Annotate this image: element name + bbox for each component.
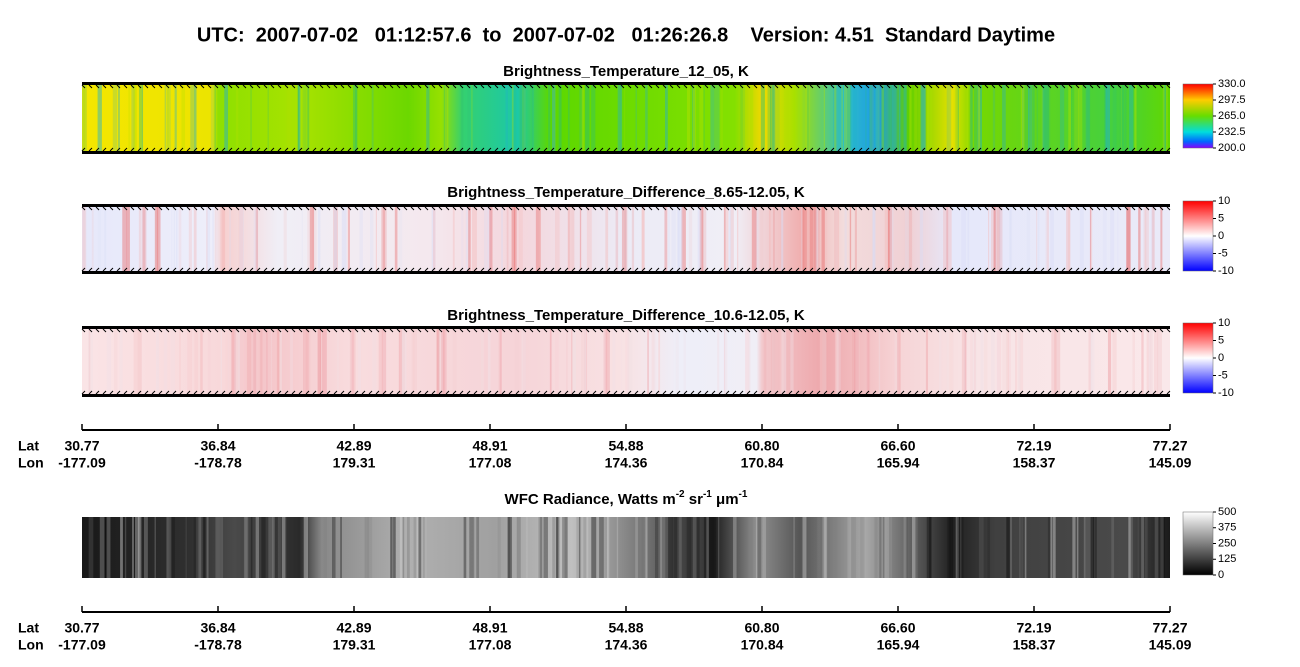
lon-value: 174.36	[605, 637, 648, 653]
colorbar-label: 0	[1218, 230, 1224, 242]
lat-value: 42.89	[336, 438, 371, 454]
lon-value: -177.09	[58, 637, 106, 653]
strip-border	[82, 82, 1170, 85]
image-strip	[82, 84, 1170, 152]
colorbar-label: 0	[1218, 352, 1224, 364]
lon-value: 158.37	[1013, 637, 1056, 653]
strip-border	[82, 326, 1170, 329]
lon-value: 145.09	[1149, 637, 1192, 653]
panel-title: Brightness_Temperature_Difference_8.65-1…	[447, 184, 805, 201]
lat-value: 36.84	[200, 620, 235, 636]
lon-value: -178.78	[194, 637, 242, 653]
colorbar-label: -10	[1218, 387, 1234, 399]
title-part: μm	[712, 491, 739, 508]
lon-value: 177.08	[469, 637, 512, 653]
lat-value: 66.60	[880, 620, 915, 636]
lat-value: 60.80	[744, 620, 779, 636]
lon-value: 177.08	[469, 455, 512, 471]
strip-border	[82, 204, 1170, 207]
lat-value: 42.89	[336, 620, 371, 636]
title-part: -1	[703, 489, 712, 500]
strip-border	[82, 151, 1170, 154]
colorbar	[1182, 83, 1214, 149]
lat-value: 77.27	[1152, 620, 1187, 636]
colorbar	[1182, 200, 1214, 272]
colorbar-label: 200.0	[1218, 142, 1246, 154]
strip-border	[82, 394, 1170, 397]
title-part: sr	[685, 491, 704, 508]
lon-value: 170.84	[741, 455, 784, 471]
lat-label: Lat	[18, 620, 39, 636]
colorbar-label: 330.0	[1218, 78, 1246, 90]
title-part: -1	[739, 489, 748, 500]
colorbar-label: 297.5	[1218, 94, 1246, 106]
colorbar-label: 5	[1218, 212, 1224, 224]
colorbar-label: 265.0	[1218, 110, 1246, 122]
lon-value: 179.31	[333, 637, 376, 653]
lat-value: 30.77	[64, 438, 99, 454]
colorbar	[1182, 511, 1214, 576]
colorbar-label: 10	[1218, 195, 1230, 207]
colorbar-label: 250	[1218, 537, 1236, 549]
panel-title: WFC Radiance, Watts m-2 sr-1 μm-1	[505, 489, 748, 508]
lon-value: 170.84	[741, 637, 784, 653]
lon-value: 174.36	[605, 455, 648, 471]
lat-value: 48.91	[472, 438, 507, 454]
image-strip	[82, 328, 1170, 395]
lat-value: 54.88	[608, 438, 643, 454]
colorbar-label: 125	[1218, 553, 1236, 565]
colorbar-label: -5	[1218, 247, 1228, 259]
lon-value: 165.94	[877, 637, 920, 653]
lon-value: 158.37	[1013, 455, 1056, 471]
lat-value: 72.19	[1016, 438, 1051, 454]
colorbar-label: 232.5	[1218, 126, 1246, 138]
colorbar-label: -5	[1218, 369, 1228, 381]
lon-label: Lon	[18, 637, 44, 653]
lon-value: -177.09	[58, 455, 106, 471]
title-part: WFC Radiance, Watts m	[505, 491, 676, 508]
colorbar-label: 500	[1218, 506, 1236, 518]
panel-title: Brightness_Temperature_Difference_10.6-1…	[447, 307, 805, 324]
lon-value: 165.94	[877, 455, 920, 471]
title-part: -2	[676, 489, 685, 500]
lat-value: 66.60	[880, 438, 915, 454]
colorbar-label: 375	[1218, 522, 1236, 534]
lat-label: Lat	[18, 438, 39, 454]
colorbar-label: 5	[1218, 334, 1224, 346]
lon-value: 179.31	[333, 455, 376, 471]
lat-value: 77.27	[1152, 438, 1187, 454]
strip-border	[82, 271, 1170, 274]
lat-value: 54.88	[608, 620, 643, 636]
lat-value: 36.84	[200, 438, 235, 454]
image-strip	[82, 517, 1170, 578]
lat-value: 48.91	[472, 620, 507, 636]
page-title: UTC: 2007-07-02 01:12:57.6 to 2007-07-02…	[197, 24, 1055, 46]
lon-label: Lon	[18, 455, 44, 471]
lat-value: 60.80	[744, 438, 779, 454]
lat-value: 30.77	[64, 620, 99, 636]
image-strip	[82, 206, 1170, 272]
lat-value: 72.19	[1016, 620, 1051, 636]
colorbar-label: 0	[1218, 569, 1224, 581]
lon-value: -178.78	[194, 455, 242, 471]
colorbar-label: 10	[1218, 317, 1230, 329]
colorbar-label: -10	[1218, 265, 1234, 277]
panel-title: Brightness_Temperature_12_05, K	[503, 63, 749, 80]
lon-value: 145.09	[1149, 455, 1192, 471]
colorbar	[1182, 322, 1214, 394]
